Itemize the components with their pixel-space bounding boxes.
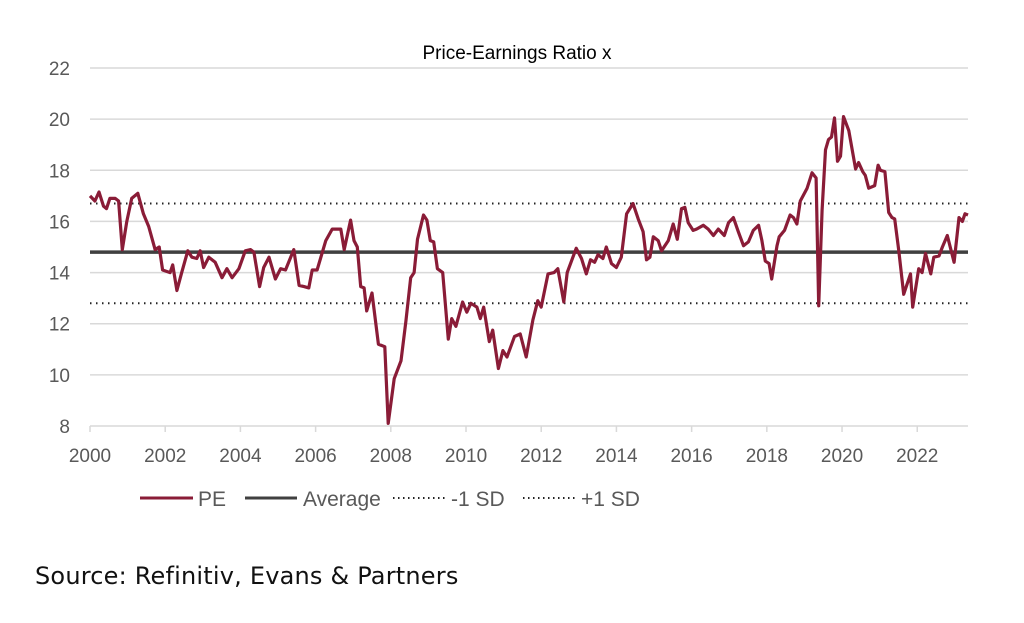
source-note: Source: Refinitiv, Evans & Partners bbox=[35, 562, 459, 590]
x-tick-label: 2018 bbox=[746, 446, 788, 467]
x-tick-label: 2006 bbox=[294, 446, 336, 467]
legend-label-average: Average bbox=[303, 488, 381, 511]
x-tick-label: 2008 bbox=[370, 446, 412, 467]
y-tick-label: 10 bbox=[49, 366, 70, 387]
gridlines bbox=[90, 67, 968, 376]
x-tick-label: 2000 bbox=[69, 446, 111, 467]
legend-item-pe: PE bbox=[140, 488, 226, 511]
y-tick-label: 12 bbox=[49, 315, 70, 336]
y-tick-label: 8 bbox=[59, 417, 70, 438]
legend-item-plus-1sd: +1 SD bbox=[523, 488, 640, 511]
x-tick-label: 2002 bbox=[144, 446, 186, 467]
reference-lines bbox=[90, 202, 968, 305]
y-axis-ticks: 8 10 12 14 16 18 20 22 bbox=[49, 59, 71, 438]
x-tick-label: 2014 bbox=[595, 446, 638, 467]
y-tick-label: 22 bbox=[49, 59, 70, 80]
x-tick-label: 2004 bbox=[219, 446, 262, 467]
x-tick-label: 2022 bbox=[896, 446, 938, 467]
x-axis: 2000 2002 2004 2006 2008 2010 2012 2014 2016 2018… bbox=[69, 425, 968, 467]
x-tick-label: 2012 bbox=[520, 446, 562, 467]
legend-label-minus-1sd: -1 SD bbox=[451, 488, 505, 511]
chart-title: Price-Earnings Ratio x bbox=[422, 43, 612, 64]
x-tick-label: 2016 bbox=[670, 446, 712, 467]
legend-label-plus-1sd: +1 SD bbox=[581, 488, 640, 511]
legend-item-average: Average bbox=[245, 488, 381, 511]
y-tick-label: 16 bbox=[49, 212, 70, 233]
y-tick-label: 14 bbox=[49, 264, 71, 285]
legend-label-pe: PE bbox=[198, 488, 226, 511]
x-tick-label: 2010 bbox=[445, 446, 487, 467]
pe-series-line bbox=[88, 115, 969, 425]
x-tick-label: 2020 bbox=[821, 446, 863, 467]
legend: PE Average -1 SD +1 SD bbox=[140, 488, 640, 511]
y-tick-label: 18 bbox=[49, 161, 70, 182]
legend-item-minus-1sd: -1 SD bbox=[393, 488, 505, 511]
y-tick-label: 20 bbox=[49, 110, 70, 131]
